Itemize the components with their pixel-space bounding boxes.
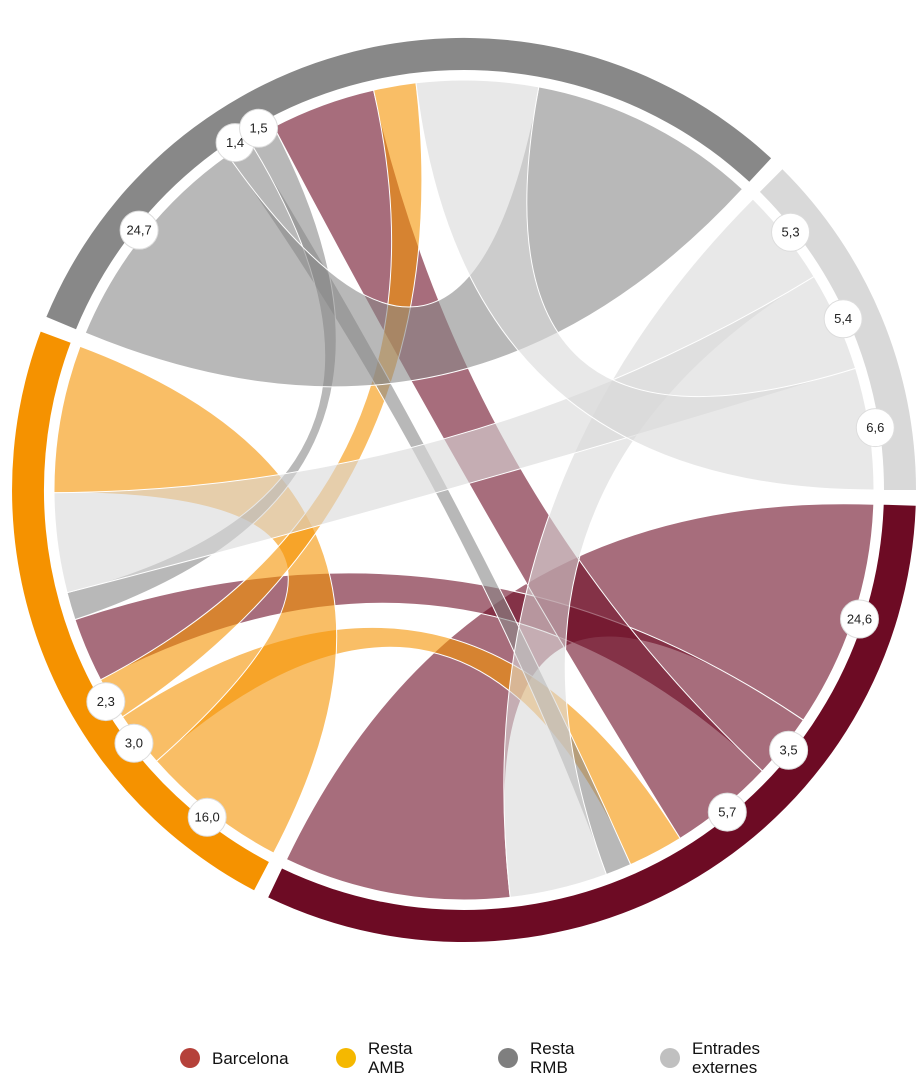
- legend-label: Resta RMB: [530, 1039, 575, 1077]
- label-bubble: [239, 108, 279, 148]
- label-bubble: [707, 792, 747, 832]
- label-bubble: [769, 730, 809, 770]
- legend-label: Resta AMB: [368, 1039, 413, 1077]
- label-bubble: [119, 210, 159, 250]
- legend-item: Barcelona: [180, 1030, 289, 1086]
- label-bubble: [855, 408, 895, 448]
- value-label: 6,6: [866, 420, 884, 435]
- legend-label: Entrades externes: [692, 1039, 761, 1077]
- legend-swatch: [498, 1048, 518, 1068]
- chord-ribbon: [415, 79, 875, 491]
- legend-swatch: [180, 1048, 200, 1068]
- legend-item: Resta RMB: [498, 1030, 592, 1086]
- chord-chart: 24,6 3,5 5,7 3,0 16,0 2,3 1,4 1,5 24,7 5,3 5,4 6,6: [12, 37, 916, 942]
- value-label: 16,0: [194, 810, 219, 825]
- label-bubble: [839, 599, 879, 639]
- ribbons: [53, 79, 875, 901]
- legend: Barcelona Resta AMB Resta RMB Entrades exte…: [0, 1030, 921, 1086]
- label-bubble: [771, 212, 811, 252]
- legend-item: Resta AMB: [336, 1030, 430, 1086]
- value-label: 24,7: [126, 223, 151, 238]
- legend-swatch: [336, 1048, 356, 1068]
- group-arc: [12, 331, 269, 891]
- value-label: 3,5: [780, 743, 798, 758]
- value-label: 24,6: [847, 611, 872, 626]
- legend-item: Entrades externes: [660, 1030, 761, 1086]
- label-bubble: [823, 299, 863, 339]
- value-label: 2,3: [97, 694, 115, 709]
- label-bubble: [86, 682, 126, 722]
- legend-swatch: [660, 1048, 680, 1068]
- legend-label: Barcelona: [212, 1048, 289, 1068]
- value-label: 5,4: [834, 311, 852, 326]
- label-bubble: [187, 797, 227, 837]
- value-label: 5,7: [718, 805, 736, 820]
- group-arc: [268, 504, 916, 942]
- value-label: 1,4: [226, 135, 244, 150]
- value-label: 5,3: [782, 225, 800, 240]
- value-label: 3,0: [125, 736, 143, 751]
- label-bubble: [114, 723, 154, 763]
- group-arc: [46, 37, 772, 330]
- value-label: 1,5: [250, 121, 268, 136]
